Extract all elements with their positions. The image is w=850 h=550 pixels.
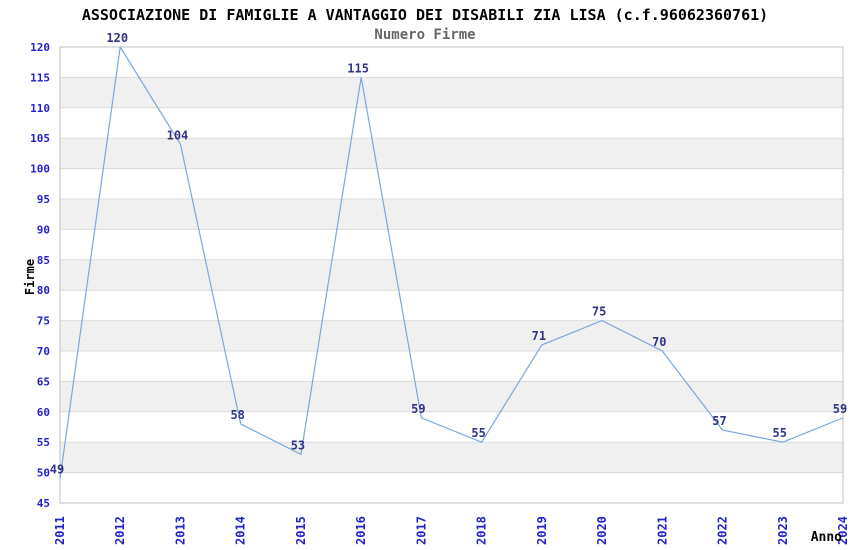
plot-band xyxy=(60,351,843,382)
y-axis-title: Firme xyxy=(23,258,37,296)
x-tick-label: 2015 xyxy=(294,516,308,545)
y-tick-label: 70 xyxy=(37,345,50,358)
value-label: 59 xyxy=(833,402,847,416)
y-tick-label: 105 xyxy=(30,132,50,145)
value-label: 49 xyxy=(50,463,64,477)
plot-band xyxy=(60,442,843,473)
y-tick-label: 50 xyxy=(37,467,50,480)
value-label: 58 xyxy=(230,408,244,422)
x-axis-title: Anno xyxy=(810,530,842,545)
x-tick-label: 2022 xyxy=(716,516,730,545)
x-tick-label: 2018 xyxy=(475,516,489,545)
x-tick-label: 2019 xyxy=(535,516,549,545)
plot-band xyxy=(60,168,843,199)
plot-band xyxy=(60,138,843,169)
plot-band xyxy=(60,320,843,351)
y-tick-label: 65 xyxy=(37,375,50,388)
plot-band xyxy=(60,259,843,291)
value-label: 115 xyxy=(347,61,369,75)
value-label: 104 xyxy=(167,128,189,142)
plot-band xyxy=(60,381,843,412)
x-tick-label: 2016 xyxy=(354,516,368,545)
x-tick-label: 2017 xyxy=(414,516,428,545)
value-label: 55 xyxy=(773,426,787,440)
value-label: 120 xyxy=(106,31,128,45)
plot-band xyxy=(60,472,843,503)
x-tick-label: 2023 xyxy=(776,516,790,545)
x-tick-label: 2014 xyxy=(234,516,248,545)
y-tick-label: 110 xyxy=(30,102,50,115)
value-label: 53 xyxy=(291,438,305,452)
value-label: 57 xyxy=(712,414,726,428)
chart-subtitle: Numero Firme xyxy=(374,27,476,43)
y-tick-label: 60 xyxy=(37,406,50,419)
chart-title: ASSOCIAZIONE DI FAMIGLIE A VANTAGGIO DEI… xyxy=(81,6,769,24)
plot-band xyxy=(60,77,843,108)
plot-band xyxy=(60,290,843,321)
y-tick-label: 90 xyxy=(37,223,50,236)
plot-band xyxy=(60,199,843,230)
y-tick-label: 115 xyxy=(30,71,50,84)
plot-band xyxy=(60,229,843,260)
plot-band xyxy=(60,47,843,78)
x-tick-label: 2012 xyxy=(113,516,127,545)
plot-border xyxy=(59,46,844,504)
value-label: 75 xyxy=(592,305,606,319)
y-tick-label: 45 xyxy=(37,497,50,510)
value-label: 59 xyxy=(411,402,425,416)
y-tick-label: 100 xyxy=(30,163,50,176)
y-tick-label: 95 xyxy=(37,193,50,206)
y-tick-label: 120 xyxy=(30,41,50,54)
y-tick-label: 85 xyxy=(37,254,50,267)
x-tick-label: 2013 xyxy=(173,516,187,545)
x-tick-label: 2024 xyxy=(836,516,850,545)
x-tick-label: 2021 xyxy=(655,516,669,545)
series-line xyxy=(59,46,844,479)
x-tick-label: 2020 xyxy=(595,516,609,545)
x-tick-label: 2011 xyxy=(53,516,67,545)
value-label: 70 xyxy=(652,335,666,349)
y-tick-label: 80 xyxy=(37,284,50,297)
y-tick-label: 75 xyxy=(37,315,50,328)
y-tick-label: 55 xyxy=(37,436,50,449)
value-label: 55 xyxy=(471,426,485,440)
value-label: 71 xyxy=(532,329,546,343)
plot-band xyxy=(60,107,843,139)
